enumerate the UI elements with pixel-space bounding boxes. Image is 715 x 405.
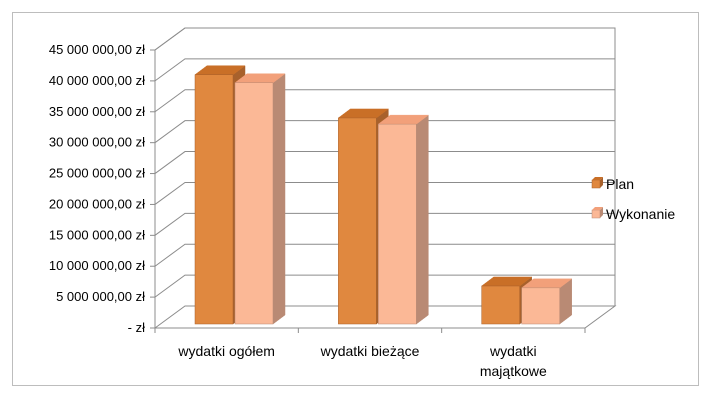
y-tick-label: - zł bbox=[128, 320, 145, 335]
y-tick-label: 5 000 000,00 zł bbox=[56, 289, 145, 304]
y-tick-label: 30 000 000,00 zł bbox=[49, 135, 145, 150]
x-category-label: wydatki ogółem bbox=[177, 343, 275, 359]
gridline bbox=[154, 212, 615, 236]
legend-swatch bbox=[591, 209, 601, 219]
gridline bbox=[154, 181, 615, 205]
gridline bbox=[154, 27, 615, 51]
bar-front bbox=[338, 117, 377, 325]
legend-swatch-side bbox=[600, 207, 603, 218]
y-tick-label: 35 000 000,00 zł bbox=[49, 104, 145, 119]
legend-swatch-top bbox=[592, 207, 603, 210]
legend-item-plan: Plan bbox=[591, 176, 634, 192]
legend-swatch-side bbox=[600, 177, 603, 188]
y-tick-label: 40 000 000,00 zł bbox=[49, 73, 145, 88]
y-tick-label: 45 000 000,00 zł bbox=[49, 42, 145, 57]
legend-item-wykonanie: Wykonanie bbox=[591, 206, 675, 222]
bar-front bbox=[234, 82, 274, 325]
y-tick-label: 15 000 000,00 zł bbox=[49, 227, 145, 242]
bar-side bbox=[272, 73, 286, 325]
gridline bbox=[154, 58, 615, 82]
bar-wykonanie-1 bbox=[234, 73, 286, 325]
y-tick-label: 20 000 000,00 zł bbox=[49, 196, 145, 211]
bar-front bbox=[194, 74, 234, 325]
legend-swatch bbox=[591, 179, 601, 189]
legend-label: Plan bbox=[606, 176, 634, 192]
bar-front bbox=[521, 287, 560, 325]
bar-front bbox=[378, 123, 417, 325]
y-tick-label: 10 000 000,00 zł bbox=[49, 258, 145, 273]
legend-label: Wykonanie bbox=[606, 206, 675, 222]
gridline bbox=[154, 89, 615, 113]
x-category-label: wydatki bieżące bbox=[320, 343, 420, 359]
gridline bbox=[154, 151, 615, 174]
gridline bbox=[154, 120, 615, 144]
legend-swatch-top bbox=[592, 177, 603, 180]
gridline bbox=[154, 243, 615, 267]
x-category-label: majątkowe bbox=[480, 363, 547, 379]
y-tick-label: 25 000 000,00 zł bbox=[49, 166, 145, 181]
gridline bbox=[154, 274, 615, 298]
bar-wykonanie-3 bbox=[520, 278, 573, 325]
bar-wykonanie-2 bbox=[377, 114, 430, 325]
bar-front bbox=[481, 285, 520, 325]
x-category-label: wydatki bbox=[489, 343, 537, 359]
bar-side bbox=[416, 114, 429, 325]
